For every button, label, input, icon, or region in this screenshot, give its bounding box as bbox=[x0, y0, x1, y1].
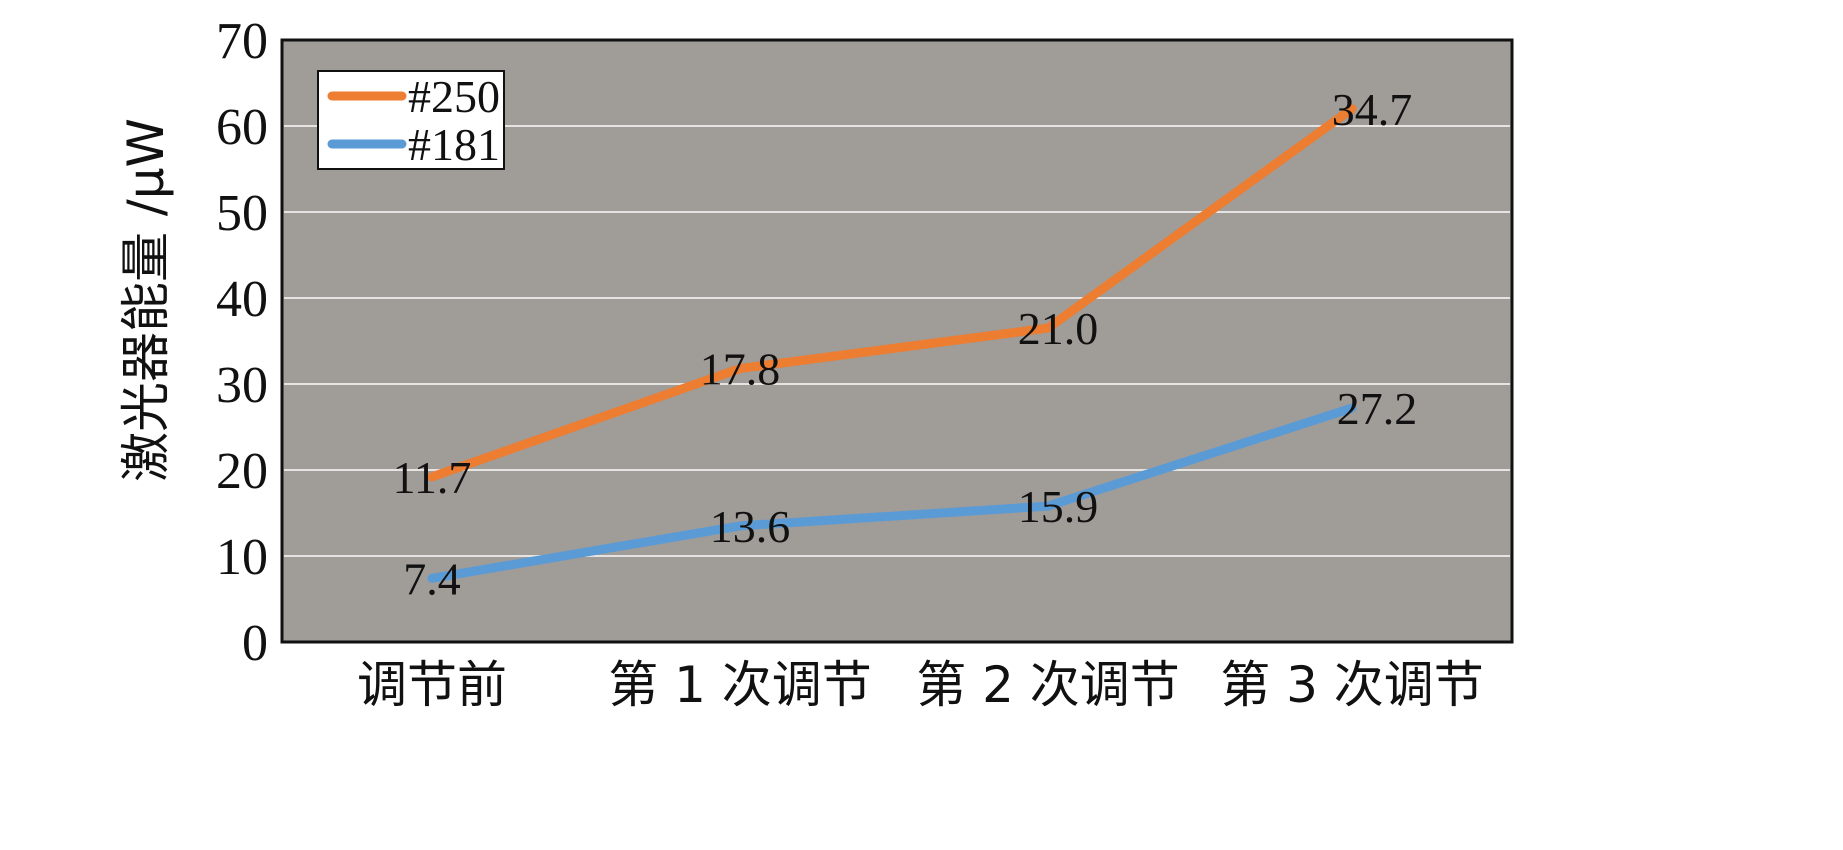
data-labels: 11.7 17.8 21.0 34.7 7.4 13.6 15.9 27.2 bbox=[393, 84, 1418, 605]
data-label: 27.2 bbox=[1337, 383, 1418, 434]
y-axis-ticks: 0 10 20 30 40 50 60 70 bbox=[216, 13, 268, 672]
data-label: 15.9 bbox=[1018, 481, 1099, 532]
y-tick-label: 0 bbox=[242, 615, 268, 672]
data-label: 34.7 bbox=[1332, 84, 1413, 135]
data-label: 13.6 bbox=[710, 501, 791, 552]
y-tick-label: 60 bbox=[216, 99, 268, 156]
series-line bbox=[427, 403, 1357, 583]
data-label: 17.8 bbox=[700, 344, 781, 395]
y-tick-label: 40 bbox=[216, 271, 268, 328]
legend-box bbox=[317, 70, 505, 170]
y-tick-label: 10 bbox=[216, 529, 268, 586]
y-tick-label: 30 bbox=[216, 357, 268, 414]
series-lines bbox=[427, 104, 1357, 583]
x-tick-label: 第 1 次调节 bbox=[608, 656, 872, 714]
gridlines bbox=[284, 125, 1510, 557]
x-tick-label: 调节前 bbox=[357, 656, 507, 714]
x-axis-ticks: 调节前 第 1 次调节第 2 次调节第 3 次调节 bbox=[357, 656, 1484, 714]
y-tick-label: 20 bbox=[216, 443, 268, 500]
y-tick-label: 50 bbox=[216, 185, 268, 242]
legend: #250#181 bbox=[317, 70, 505, 170]
data-label: 21.0 bbox=[1018, 303, 1099, 354]
y-tick-label: 70 bbox=[216, 13, 268, 70]
x-tick-label: 第 3 次调节 bbox=[1220, 656, 1484, 714]
data-label: 11.7 bbox=[393, 452, 472, 503]
data-label: 7.4 bbox=[403, 553, 461, 604]
legend-label: #250 bbox=[408, 71, 500, 122]
x-tick-label: 第 2 次调节 bbox=[916, 656, 1180, 714]
y-axis-label: 激光器能量 /μW bbox=[117, 118, 175, 482]
series-line bbox=[427, 104, 1357, 482]
legend-label: #181 bbox=[408, 119, 500, 170]
